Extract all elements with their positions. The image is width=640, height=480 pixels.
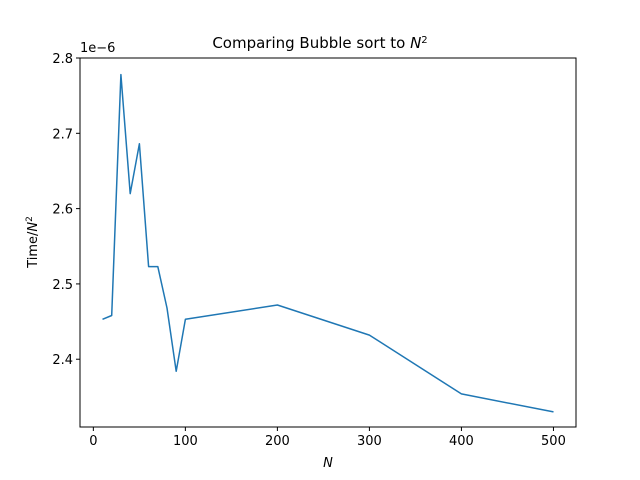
x-tick-label: 100 [173, 434, 198, 449]
y-label-prefix: Time/ [26, 231, 41, 269]
x-tick-label: 200 [265, 434, 290, 449]
y-tick-label: 2.4 [52, 353, 73, 368]
y-label-sup: 2 [25, 216, 35, 222]
y-label-var: N [26, 222, 41, 232]
y-tick-label: 2.7 [52, 127, 73, 142]
title-var: N [410, 34, 421, 52]
x-axis-label: N [323, 456, 333, 471]
x-tick-label: 0 [89, 434, 97, 449]
title-sup: 2 [421, 35, 427, 46]
x-tick-label: 400 [449, 434, 474, 449]
title-text: Comparing Bubble sort to [212, 34, 410, 52]
x-tick-label: 500 [541, 434, 566, 449]
plot-area: 0 100 200 300 400 500 2.4 2.5 2.6 2.7 2.8 [52, 52, 566, 449]
y-tick-label: 2.8 [52, 52, 73, 67]
y-tick-label: 2.6 [52, 203, 73, 218]
y-offset-label: 1e−6 [80, 41, 115, 56]
chart-title: Comparing Bubble sort to N2 [212, 34, 427, 52]
x-tick-label: 300 [357, 434, 382, 449]
y-tick-label: 2.5 [52, 278, 73, 293]
y-axis-label: Time/N2 [25, 216, 41, 269]
axes-frame [79, 57, 577, 428]
series-line [102, 73, 554, 413]
